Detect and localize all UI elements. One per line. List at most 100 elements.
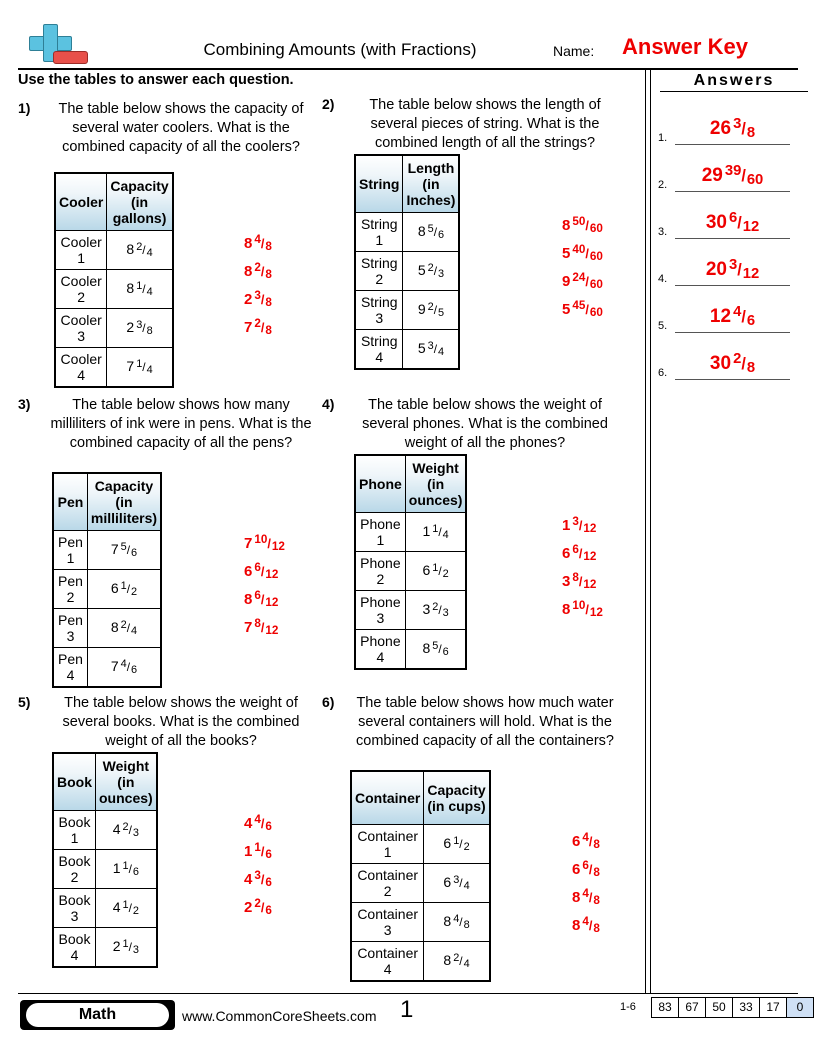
page-header: Combining Amounts (with Fractions) Name:… [0,0,816,68]
table-cell-value: 1 1/4 [404,512,467,552]
mixed-fraction: 6 6/12 [562,543,597,564]
question-table: Phone Weight (in ounces) Phone 1 1 1/4 Phone … [354,454,468,670]
table-cell-value: 8 5/6 [402,212,460,252]
table-header-row: Container Capacity (in cups) [350,770,491,825]
annotation-value: 5 45/60 [562,292,603,320]
mixed-fraction: 8 50/60 [562,215,603,236]
site-url: www.CommonCoreSheets.com [182,1008,377,1024]
score-scale: 83 67 50 33 17 0 [651,997,814,1018]
table-cell-value: 7 1/4 [106,347,174,388]
mixed-fraction: 8 4/8 [572,887,600,908]
table-cell-label: Phone 3 [354,590,406,630]
answer-number: 4. [658,273,668,285]
question-prompt: The table below shows the capacity of se… [58,101,304,155]
answer-line [675,238,790,239]
answer-row: 2. 29 39/60 [658,145,806,192]
annotation-value: 8 50/60 [562,208,603,236]
mixed-fraction: 6 3/4 [443,873,470,893]
table-cell-value: 8 4/8 [423,902,491,942]
table-column-header: Phone [354,454,406,513]
table-row: String 2 5 2/3 [354,251,460,291]
annotation-value: 8 4/8 [572,880,600,908]
answer-value: 29 39/60 [675,163,790,188]
mixed-fraction: 9 24/60 [562,271,603,292]
question-number: 4) [322,396,335,412]
answer-row: 5. 12 4/6 [658,286,806,333]
table-row: Book 3 4 1/2 [52,888,158,928]
mixed-fraction: 8 5/6 [417,222,445,242]
question-prompt: The table below shows how many millilite… [50,397,312,451]
table-cell-value: 8 1/4 [106,269,174,309]
table-row: Phone 1 1 1/4 [354,512,467,552]
mixed-fraction: 1 1/6 [112,859,139,879]
question-prompt: The table below shows the weight of seve… [62,695,300,749]
question-table: Pen Capacity (in milliliters) Pen 1 7 5/6 Pen… [52,472,163,688]
table-row: Container 1 6 1/2 [350,824,491,864]
minus-bar [53,51,88,64]
annotation-value: 6 6/8 [572,852,600,880]
page-number: 1 [400,996,414,1023]
score-box: 83 [651,997,679,1018]
answer-row: 1. 26 3/8 [658,98,806,145]
annotation-value: 8 6/12 [244,582,285,610]
table-row: Phone 2 6 1/2 [354,551,467,591]
table-cell-value: 2 3/8 [106,308,174,348]
table-column-header: String [354,154,404,213]
score-box: 50 [705,997,733,1018]
annotation-list: 6 4/8 6 6/8 8 4/8 8 4/8 [572,824,600,936]
annotation-value: 6 6/12 [244,554,285,582]
table-row: Cooler 3 2 3/8 [54,308,174,348]
answer-number: 2. [658,179,668,191]
table-column-header: Cooler [54,172,108,231]
table-cell-label: Phone 4 [354,629,406,670]
table-row: Pen 4 7 4/6 [52,647,162,688]
answer-key-stamp: Answer Key [622,34,748,59]
annotation-value: 3 8/12 [562,564,603,592]
table-row: Pen 2 6 1/2 [52,569,162,609]
answer-line [675,191,790,192]
table-column-header: Capacity (in milliliters) [86,472,162,531]
table-cell-value: 8 5/6 [404,629,467,670]
mixed-fraction: 4 4/6 [244,813,272,834]
mixed-fraction: 8 2/4 [126,240,153,260]
question-number: 3) [18,396,31,412]
answer-number: 6. [658,367,668,379]
mixed-fraction: 4 3/6 [244,869,272,890]
mixed-fraction: 6 6/8 [572,859,600,880]
answer-value: 30 2/8 [675,351,790,376]
score-box: 17 [759,997,787,1018]
table-cell-value: 4 2/3 [94,810,158,850]
annotation-value: 7 8/12 [244,610,285,638]
mixed-fraction: 9 2/5 [417,300,445,320]
mixed-fraction: 8 2/4 [110,618,138,638]
mixed-fraction: 30 2/8 [709,350,756,376]
answer-number: 5. [658,320,668,332]
annotation-value: 4 3/6 [244,862,272,890]
annotation-value: 7 2/8 [244,310,272,338]
answer-value: 20 3/12 [675,257,790,282]
table-column-header: Book [52,752,96,811]
mixed-fraction: 1 1/6 [244,841,272,862]
answer-row: 3. 30 6/12 [658,192,806,239]
question-prompt: The table below shows how much water sev… [356,695,614,749]
mixed-fraction: 1 1/4 [422,522,449,542]
annotation-value: 8 10/12 [562,592,603,620]
score-box: 33 [732,997,760,1018]
mixed-fraction: 30 6/12 [705,209,760,235]
annotation-value: 6 4/8 [572,824,600,852]
table-cell-value: 8 2/4 [86,608,162,648]
mixed-fraction: 8 2/4 [443,951,470,971]
answer-line [675,332,790,333]
table-cell-label: Cooler 4 [54,347,108,388]
table-row: String 3 9 2/5 [354,290,460,330]
table-cell-label: Phone 1 [354,512,406,552]
footer-divider [18,993,798,994]
subject-badge-label: Math [26,1003,169,1027]
mixed-fraction: 2 3/8 [244,289,272,310]
table-cell-label: Pen 3 [52,608,88,648]
mixed-fraction: 2 3/8 [126,318,153,338]
table-row: String 1 8 5/6 [354,212,460,252]
table-cell-value: 2 1/3 [94,927,158,968]
table-row: Cooler 1 8 2/4 [54,230,174,270]
table-row: Phone 4 8 5/6 [354,629,467,670]
